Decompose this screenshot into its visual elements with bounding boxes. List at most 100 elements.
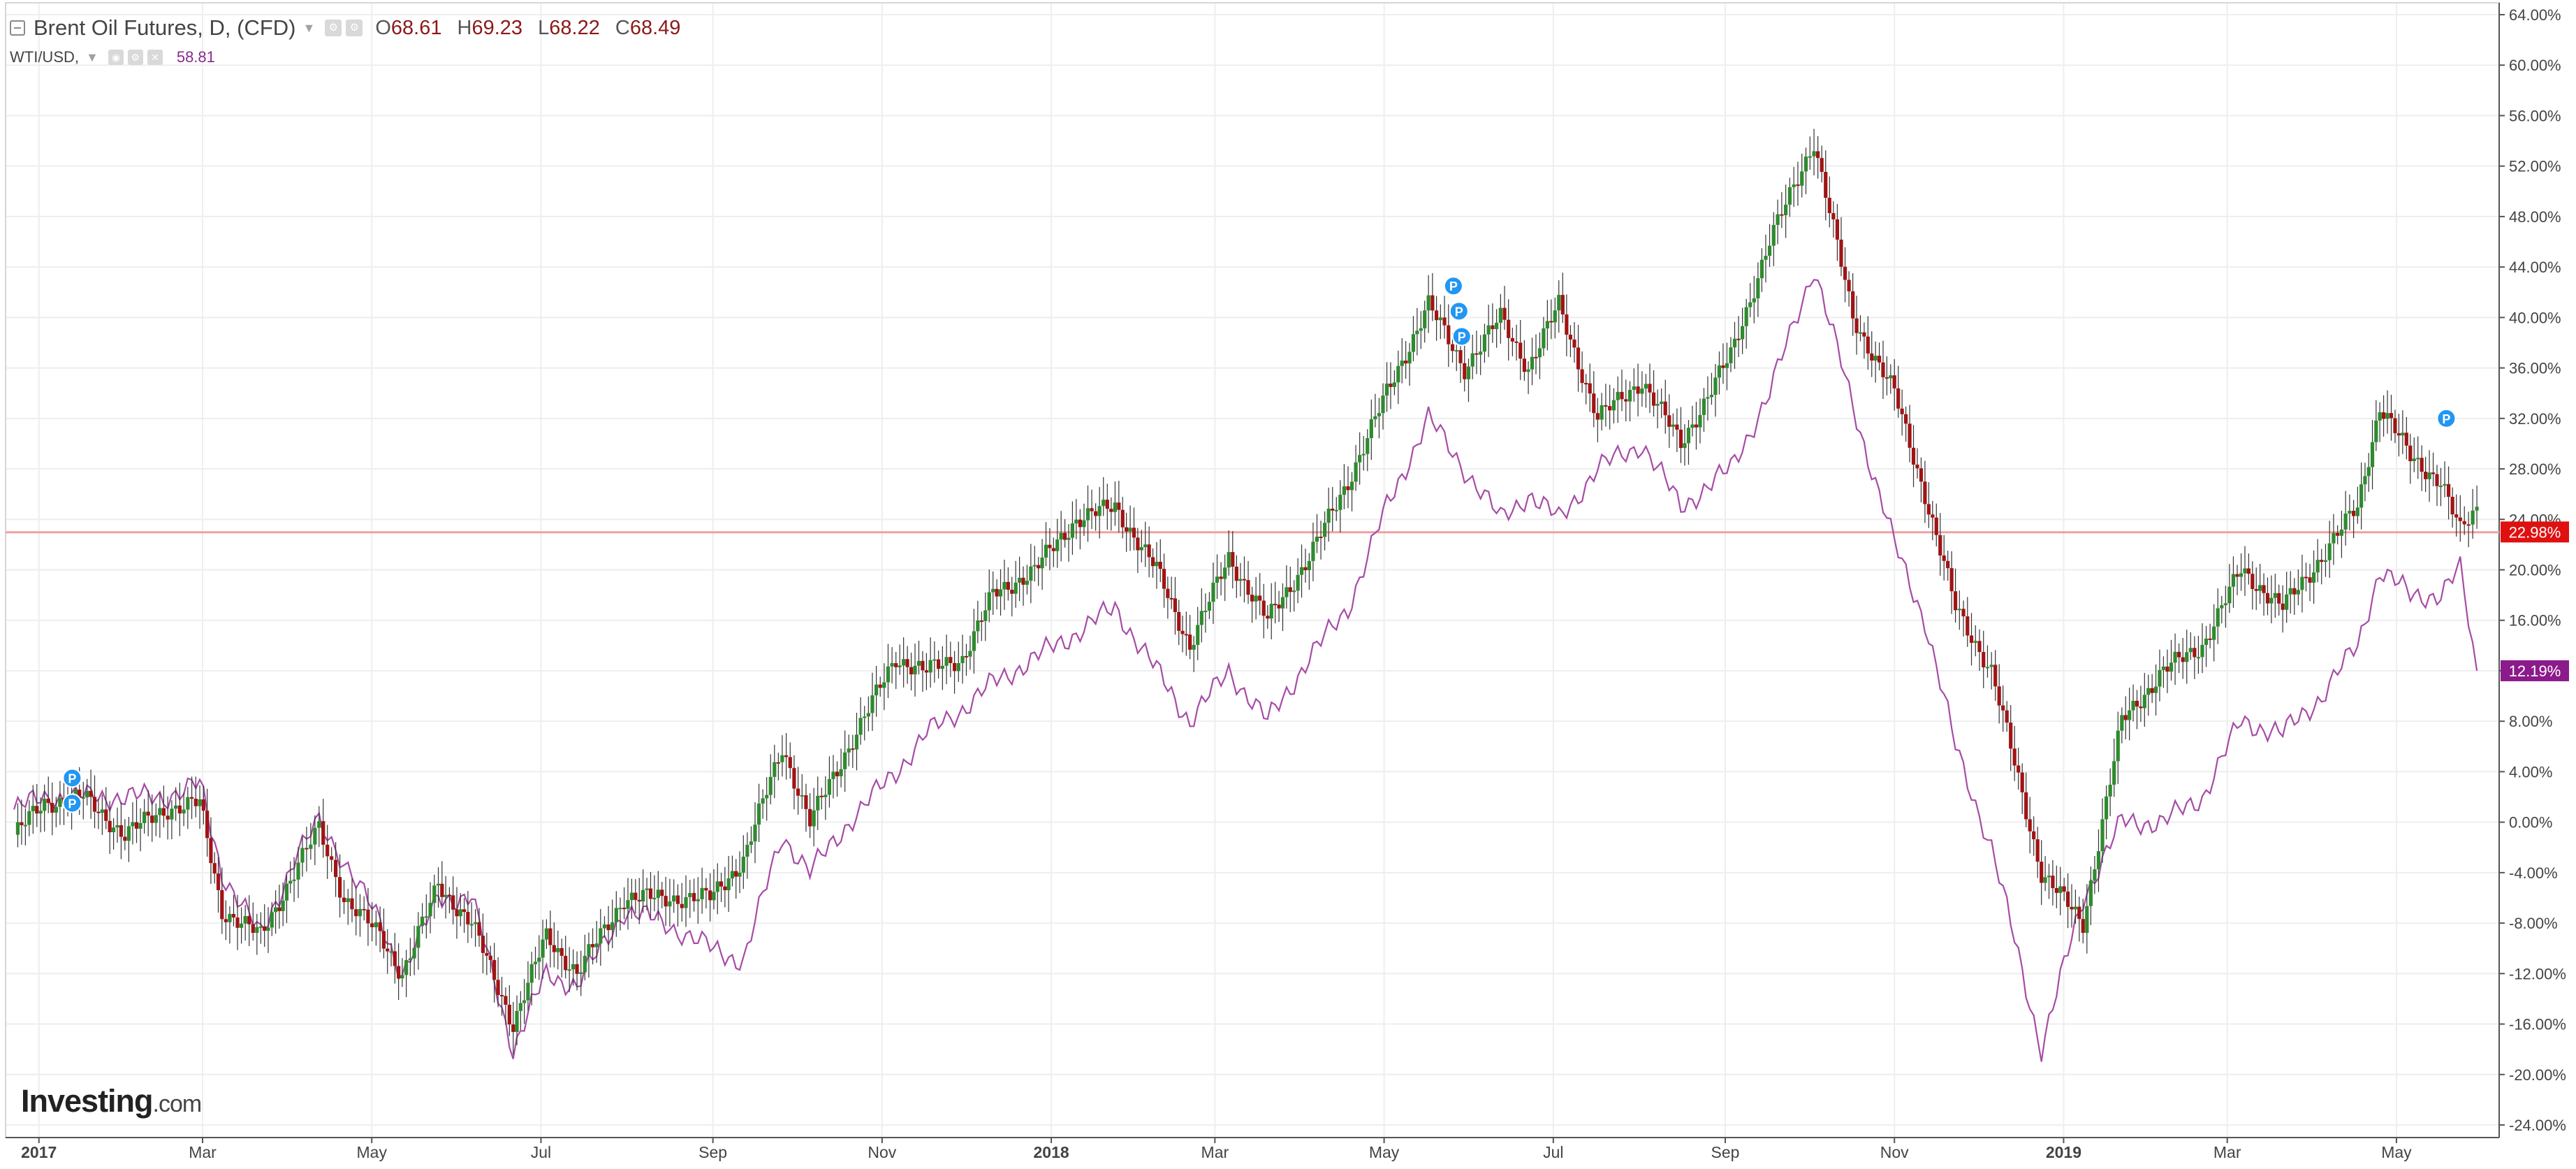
candle-body	[1831, 212, 1836, 219]
candle-body	[641, 890, 645, 902]
candle-body	[251, 924, 255, 934]
candle-body	[2051, 876, 2055, 889]
y-tick-label: -8.00%	[2509, 915, 2558, 932]
candle-body	[1207, 602, 1212, 611]
candle-body	[2073, 906, 2078, 910]
chevron-down-icon[interactable]: ▼	[86, 50, 98, 64]
event-marker-p	[1451, 326, 1472, 347]
candle-body	[1648, 384, 1652, 393]
candle-body	[1002, 581, 1007, 590]
candle-body	[370, 923, 374, 928]
y-tick-label: 56.00%	[2509, 107, 2561, 124]
close-icon[interactable]: ✕	[147, 50, 163, 65]
x-tick-label: Jul	[531, 1143, 551, 1161]
y-tick-label: -24.00%	[2509, 1117, 2566, 1134]
candle-body	[1338, 495, 1342, 510]
candle-body	[1938, 535, 1942, 556]
candle-body	[1542, 328, 1546, 349]
candle-body	[1537, 348, 1542, 358]
candle-body	[2443, 484, 2447, 486]
candle-body	[27, 811, 31, 825]
candle-body	[142, 811, 147, 823]
candle-body	[1342, 486, 1347, 495]
candle-body	[170, 808, 174, 820]
secondary-series-title[interactable]: WTI/USD,	[10, 48, 79, 66]
candle-body	[559, 947, 564, 956]
candle-body	[504, 996, 508, 1005]
candle-body	[1510, 337, 1514, 342]
candle-body	[2188, 648, 2193, 653]
candle-body	[2458, 517, 2462, 521]
collapse-icon[interactable]	[10, 20, 25, 36]
candle-body	[1266, 616, 1270, 619]
settings-icon[interactable]: ⚙	[325, 20, 342, 36]
candle-body	[660, 890, 664, 896]
candle-body	[317, 821, 321, 828]
candle-body	[1736, 338, 1741, 340]
high-value: 69.23	[471, 16, 523, 39]
candle-body	[556, 947, 560, 952]
candle-body	[1915, 464, 1919, 469]
candle-body	[916, 660, 921, 666]
brent-last-price-label-bg	[2501, 521, 2569, 543]
candle-body	[1384, 383, 1389, 396]
candle-body	[330, 856, 334, 860]
candle-body	[851, 748, 855, 750]
y-tick-label: 8.00%	[2509, 713, 2552, 730]
candle-body	[1285, 587, 1289, 597]
candle-body	[606, 924, 610, 931]
candle-body	[1454, 350, 1458, 352]
candle-body	[1180, 630, 1185, 634]
candle-body	[1474, 353, 1479, 355]
main-series-title[interactable]: Brent Oil Futures, D, (CFD)	[34, 15, 296, 40]
candle-body	[924, 670, 928, 673]
candle-body	[1796, 184, 1800, 186]
candle-body	[473, 922, 478, 924]
candle-body	[2139, 706, 2143, 709]
gear-icon[interactable]: ⚙	[127, 50, 143, 65]
candle-body	[1296, 574, 1300, 591]
candle-body	[2323, 560, 2328, 562]
candle-body	[1155, 561, 1159, 567]
candle-body	[2393, 418, 2397, 433]
candle-body	[177, 805, 182, 814]
event-marker-p	[62, 768, 82, 788]
candle-body	[2366, 467, 2371, 477]
wti-last-price-label-bg	[2501, 660, 2569, 681]
candle-body	[2185, 652, 2189, 662]
candle-body	[346, 898, 350, 903]
candle-body	[1277, 604, 1281, 609]
candle-body	[1346, 486, 1350, 491]
candle-body	[870, 695, 874, 713]
candle-body	[1611, 400, 1616, 411]
candle-body	[548, 928, 552, 945]
candle-body	[134, 822, 139, 829]
candle-body	[2165, 666, 2169, 672]
candle-body	[20, 822, 24, 825]
candle-body	[189, 797, 194, 799]
gear-icon[interactable]: ⚙	[346, 20, 363, 36]
candle-body	[719, 881, 724, 887]
candle-body	[131, 822, 135, 827]
candle-body	[730, 871, 735, 879]
candle-body	[1966, 616, 1970, 636]
candle-body	[2085, 906, 2089, 934]
eye-icon[interactable]: ◉	[108, 50, 124, 65]
candle-body	[1616, 391, 1620, 400]
candle-body	[2446, 484, 2451, 497]
candle-body	[2231, 574, 2236, 587]
candle-body	[738, 872, 742, 877]
candle-body	[983, 610, 988, 621]
candle-body	[73, 790, 78, 796]
grid	[6, 3, 2499, 1138]
candle-body	[1090, 508, 1094, 511]
candle-body	[1482, 334, 1487, 352]
x-tick-label: Mar	[2213, 1143, 2241, 1161]
chevron-down-icon[interactable]: ▼	[302, 20, 316, 35]
candle-body	[2158, 669, 2162, 687]
legend: Brent Oil Futures, D, (CFD) ▼ ⚙ ⚙ O68.61…	[10, 13, 690, 71]
candle-body	[567, 969, 571, 971]
candle-body	[995, 588, 999, 597]
